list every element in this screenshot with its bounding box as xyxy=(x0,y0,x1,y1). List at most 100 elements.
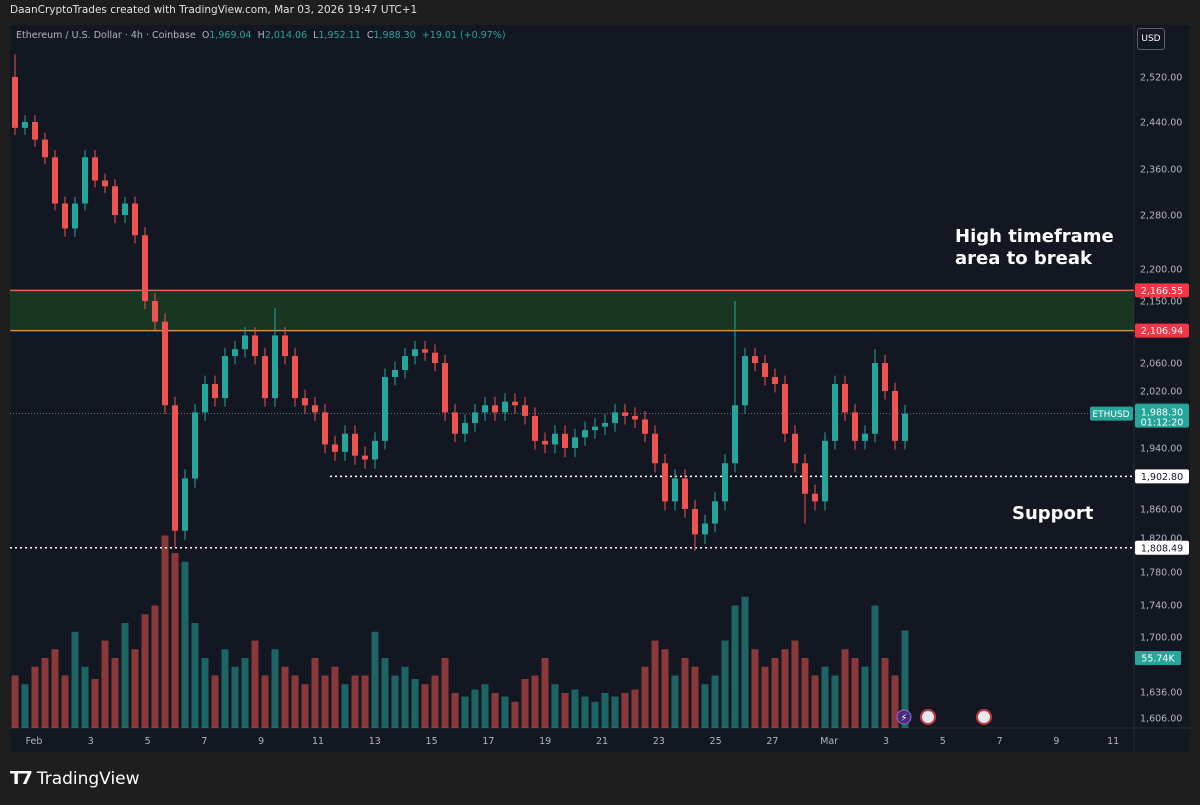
candle-body xyxy=(122,203,128,215)
volume-bar xyxy=(621,693,629,728)
candle-body xyxy=(522,405,528,416)
price-tick-label: 2,360.00 xyxy=(1140,165,1182,176)
candle-body xyxy=(622,412,628,416)
candle-body xyxy=(682,478,688,509)
volume-bar xyxy=(741,596,749,728)
candle-body xyxy=(532,415,538,441)
volume-bar xyxy=(701,684,709,728)
annotation-line: High timeframe xyxy=(955,226,1114,247)
change-value: +19.01 (+0.97%) xyxy=(421,30,506,41)
volume-bar xyxy=(791,640,799,728)
volume-bar xyxy=(51,649,59,728)
candle-body xyxy=(782,384,788,434)
volume-bar xyxy=(881,658,889,728)
volume-last-label: 55.74K xyxy=(1141,654,1175,665)
candle-body xyxy=(422,349,428,353)
volume-bar xyxy=(711,675,719,728)
time-tick-label: 13 xyxy=(369,736,381,747)
candle-body xyxy=(672,478,678,502)
volume-bar xyxy=(471,689,479,728)
candle-body xyxy=(162,321,168,406)
time-tick-label: 11 xyxy=(312,736,324,747)
volume-bar xyxy=(861,666,869,728)
candle-body xyxy=(242,335,248,350)
candle-body xyxy=(742,356,748,406)
volume-bar xyxy=(341,684,349,728)
candle-body xyxy=(282,335,288,357)
candle-body xyxy=(392,370,398,377)
volume-bar xyxy=(641,666,649,728)
volume-bar xyxy=(851,658,859,728)
candle-body xyxy=(212,384,218,399)
candle-body xyxy=(762,363,768,377)
volume-bar xyxy=(491,693,499,728)
volume-bar xyxy=(581,696,589,728)
price-tick-label: 2,200.00 xyxy=(1140,265,1182,276)
candle-body xyxy=(232,349,238,357)
candle-body xyxy=(492,405,498,413)
candle-body xyxy=(872,363,878,434)
volume-bar xyxy=(281,666,289,728)
candle-body xyxy=(112,186,118,215)
candle-body xyxy=(772,377,778,384)
tradingview-logo[interactable]: T7 TradingView xyxy=(10,768,140,789)
volume-bar xyxy=(331,666,339,728)
volume-bar xyxy=(571,689,579,728)
price-tick-label: 1,940.00 xyxy=(1140,444,1182,455)
candle-body xyxy=(132,203,138,236)
volume-bar xyxy=(481,684,489,728)
close-label: C xyxy=(366,30,374,41)
last-price-tag-bg xyxy=(1135,403,1189,428)
volume-bar xyxy=(451,693,459,728)
time-tick-label: 11 xyxy=(1107,736,1119,747)
candle-body xyxy=(502,401,508,413)
volume-bar xyxy=(511,701,519,728)
countdown-label: 01:12:20 xyxy=(1141,418,1184,429)
volume-bar xyxy=(81,666,89,728)
candle-body xyxy=(712,501,718,524)
price-tick-label: 2,150.00 xyxy=(1140,297,1182,308)
volume-bar xyxy=(271,649,279,728)
time-tick-label: 3 xyxy=(883,736,889,747)
volume-bar xyxy=(391,675,399,728)
time-tick-label: Mar xyxy=(820,736,838,747)
volume-bar xyxy=(871,605,879,728)
volume-bar xyxy=(771,658,779,728)
candle-body xyxy=(412,349,418,357)
price-tick-label: 1,636.00 xyxy=(1140,688,1182,699)
volume-bar xyxy=(111,658,119,728)
candle-body xyxy=(812,493,818,502)
volume-bar xyxy=(441,658,449,728)
volume-bar xyxy=(311,658,319,728)
candle-body xyxy=(102,180,108,187)
high-label: H xyxy=(257,30,265,41)
candle-body xyxy=(602,423,608,427)
lightning-event-icon xyxy=(896,709,912,725)
volume-bar xyxy=(751,649,759,728)
volume-bar xyxy=(821,666,829,728)
volume-tag-bg xyxy=(1135,651,1181,665)
candle-body xyxy=(152,301,158,322)
volume-bar xyxy=(831,675,839,728)
volume-bar xyxy=(181,561,189,728)
volume-bar xyxy=(731,605,739,728)
volume-bar xyxy=(461,696,469,728)
volume-bar xyxy=(151,605,159,728)
time-tick-label: 3 xyxy=(88,736,94,747)
candle-body xyxy=(632,415,638,420)
currency-button[interactable]: USD xyxy=(1137,28,1165,50)
support-price-label-bg xyxy=(1135,540,1189,555)
time-tick-label: 9 xyxy=(1053,736,1059,747)
candle-body xyxy=(372,440,378,460)
zone-top-price-label: 2,166.55 xyxy=(1141,286,1183,297)
volume-bar xyxy=(631,689,639,728)
volume-bar xyxy=(301,684,309,728)
volume-bar xyxy=(611,696,619,728)
us-flag-event-icon xyxy=(920,709,936,725)
volume-bar xyxy=(381,658,389,728)
candle-body xyxy=(482,405,488,413)
symbol-description: Ethereum / U.S. Dollar · 4h · Coinbase xyxy=(16,30,196,41)
candle-body xyxy=(272,335,278,399)
candle-body xyxy=(892,391,898,441)
